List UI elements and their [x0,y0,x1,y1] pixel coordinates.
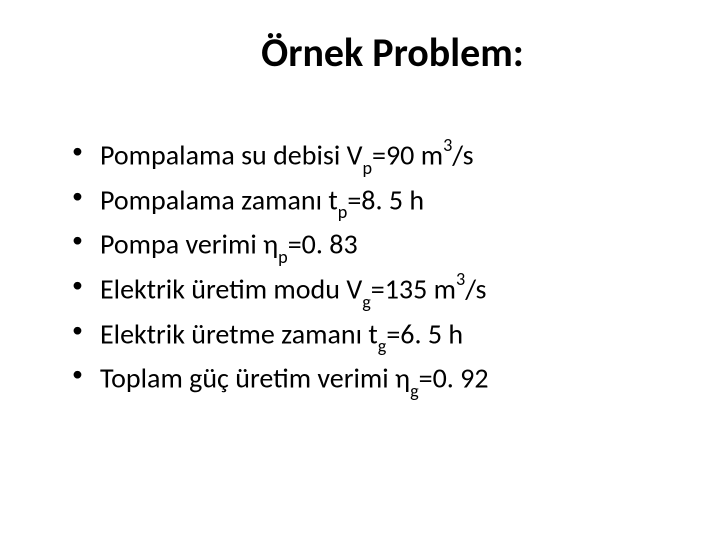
bullet-text-prefix: Pompalama zamanı t [100,182,338,217]
bullet-text-mid: =8. 5 h [347,182,424,217]
bullet-subscript: p [278,246,288,268]
bullet-text-prefix: Elektrik üretme zamanı t [100,316,378,351]
bullet-text-suffix: /s [465,271,486,306]
bullet-text-mid: =90 m [372,137,443,172]
bullet-text-suffix: /s [452,137,473,172]
bullet-superscript: 3 [456,268,465,290]
bullet-text-mid: =6. 5 h [386,316,463,351]
bullet-subscript: p [362,157,372,179]
bullet-list: Pompalama su debisi Vp=90 m3/s Pompalama… [50,137,670,400]
list-item: Elektrik üretim modu Vg=135 m3/s [72,271,670,311]
bullet-text-prefix: Pompalama su debisi V [100,137,362,172]
bullet-subscript: p [338,201,348,223]
list-item: Pompa verimi ηp=0. 83 [72,226,670,266]
list-item: Elektrik üretme zamanı tg=6. 5 h [72,316,670,356]
slide-container: Örnek Problem: Pompalama su debisi Vp=90… [0,0,720,540]
list-item: Pompalama su debisi Vp=90 m3/s [72,137,670,177]
list-item: Toplam güç üretim verimi ηg=0. 92 [72,360,670,400]
page-title: Örnek Problem: [115,28,670,77]
bullet-text-prefix: Elektrik üretim modu V [100,271,362,306]
bullet-text-prefix: Pompa verimi η [100,227,278,262]
bullet-subscript: g [410,380,419,402]
list-item: Pompalama zamanı tp=8. 5 h [72,182,670,222]
bullet-superscript: 3 [443,134,452,156]
bullet-text-prefix: Toplam güç üretim verimi η [100,361,410,396]
bullet-text-mid: =0. 83 [288,227,358,262]
bullet-text-mid: =0. 92 [419,361,489,396]
bullet-subscript: g [378,335,387,357]
bullet-subscript: g [362,291,371,313]
bullet-text-mid: =135 m [371,271,456,306]
